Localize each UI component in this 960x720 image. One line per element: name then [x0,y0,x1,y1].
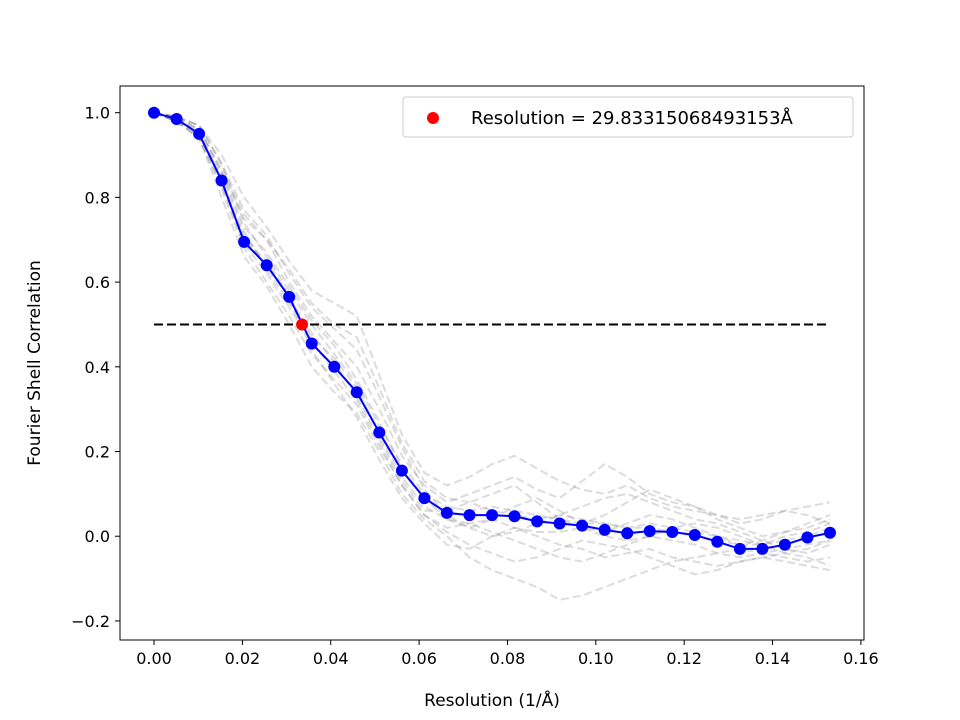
main-curve-point [440,506,453,519]
main-curve-point [395,464,408,477]
bootstrap-curve-5 [153,111,831,601]
y-tick-label: 0.2 [85,443,110,462]
main-curve-point [260,259,273,272]
main-curve-point [148,106,160,119]
main-curve-point [576,519,589,532]
main-curve-point [508,510,521,523]
main-curve-point [373,426,386,439]
y-axis-label: Fourier Shell Correlation [25,260,45,466]
y-tick-label: 1.0 [85,104,110,123]
x-tick-label: 0.12 [666,649,702,668]
x-tick-label: 0.04 [313,649,349,668]
main-curve-point [756,542,769,555]
legend-label: Resolution = 29.83315068493153Å [471,107,794,129]
main-curve-point [824,526,836,539]
main-curve-point [711,535,724,548]
main-curve-point [170,113,183,125]
main-curve-point [733,542,746,555]
main-curve-point [486,509,498,522]
main-curve-point [778,538,791,551]
y-tick-label: 0.8 [85,188,110,207]
y-tick-label: −0.2 [71,612,110,631]
main-curve-point [531,515,544,528]
bootstrap-curve-4 [153,111,831,521]
main-curve-point [463,509,476,522]
x-tick-label: 0.06 [401,649,437,668]
resolution-point [296,318,309,331]
main-curve-point [643,525,656,538]
main-curve-point [553,517,566,530]
x-tick-label: 0.02 [225,649,261,668]
main-curve-point [598,523,611,536]
x-tick-label: 0.16 [843,649,879,668]
main-curve-point [801,531,814,544]
resolution-marker-group [296,318,309,331]
x-tick-label: 0.08 [490,649,526,668]
main-curve-point [305,337,318,350]
legend: Resolution = 29.83315068493153Å [402,96,854,138]
main-curve-point [193,127,206,140]
legend-marker-icon [427,112,439,124]
bootstrap-curve-6 [153,111,831,538]
x-tick-label: 0.14 [755,649,791,668]
main-fsc-curve [148,106,836,555]
main-curve-point [238,235,251,248]
y-axis-ticks: −0.2 0.0 0.2 0.4 0.6 0.8 1.0 [71,104,120,631]
y-tick-label: 0.6 [85,273,110,292]
main-curve-point [688,529,701,541]
x-tick-label: 0.10 [578,649,614,668]
main-curve-point [215,174,228,187]
x-tick-label: 0.00 [136,649,172,668]
plot-frame [119,85,865,641]
y-tick-label: 0.0 [85,527,110,546]
main-curve-point [666,526,679,538]
main-curve-point [328,360,341,373]
bootstrap-curve-11 [153,111,831,576]
x-axis-ticks: 0.00 0.02 0.04 0.06 0.08 0.10 0.12 0.14 0.16 [136,640,879,668]
main-curve-point [350,386,363,399]
main-curve-point [418,492,431,505]
x-axis-label: Resolution (1/Å) [424,689,560,711]
main-curve-point [621,527,634,540]
y-tick-label: 0.4 [85,358,110,377]
main-curve-point [283,290,296,303]
legend-box [402,96,854,138]
bootstrap-curve-9 [153,111,831,563]
